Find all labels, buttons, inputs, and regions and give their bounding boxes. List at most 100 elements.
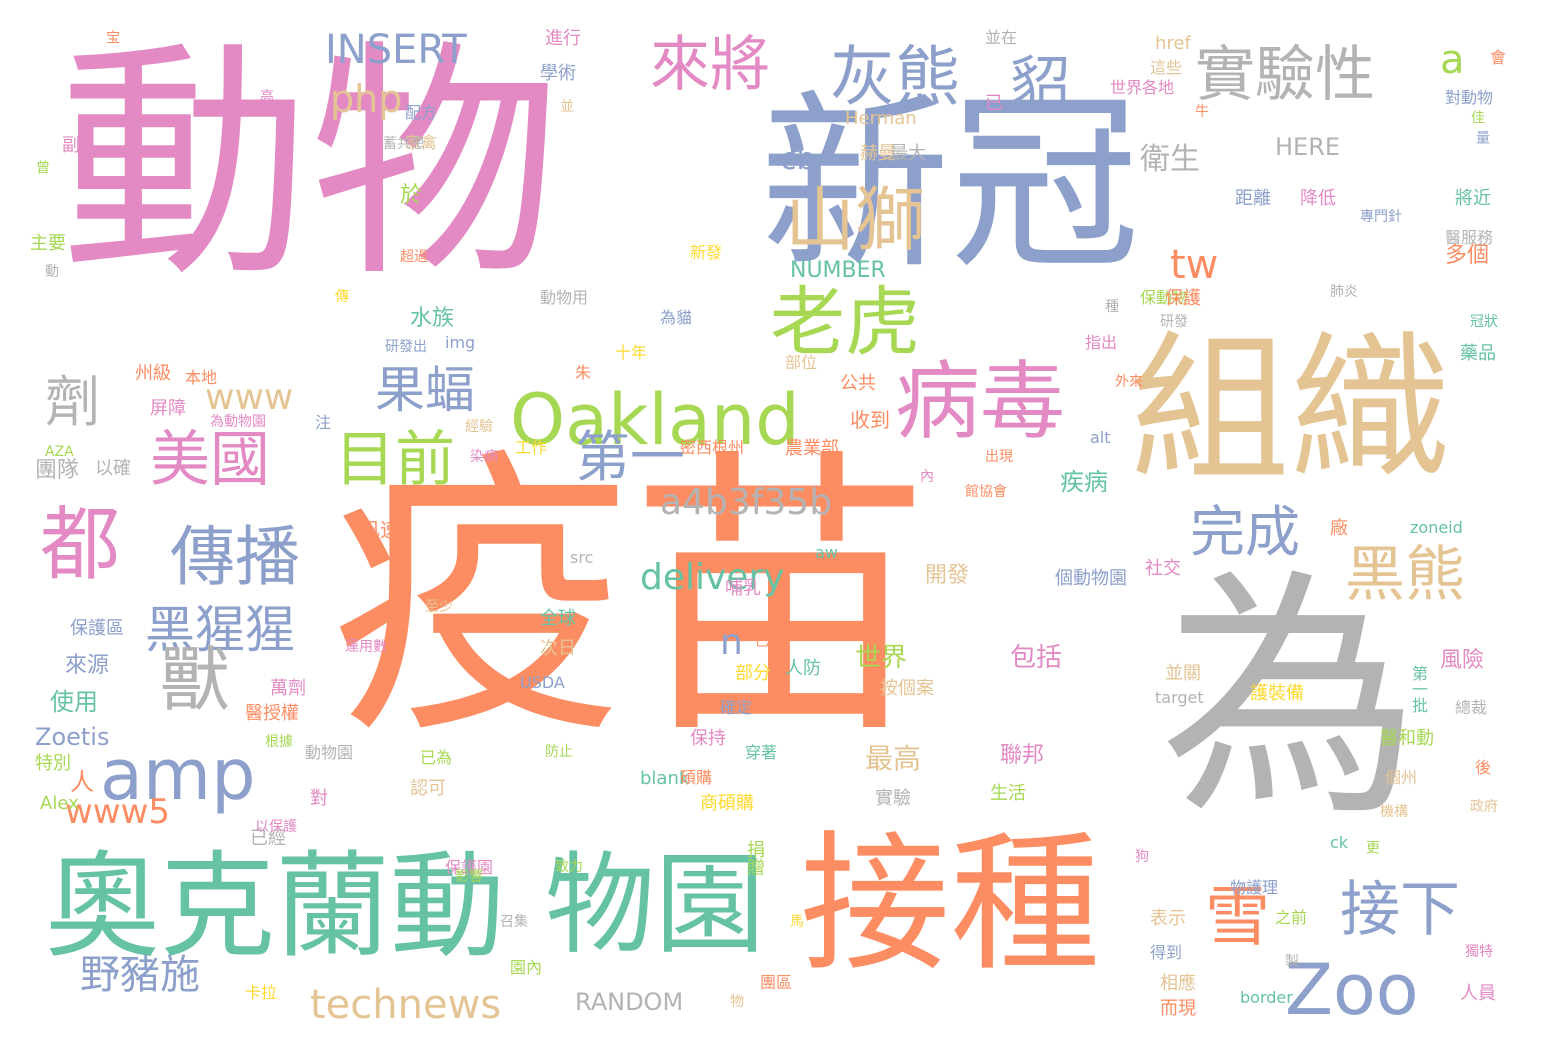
- word-85: 曾: [34, 160, 50, 174]
- word-161: 個州: [1385, 768, 1418, 787]
- word-72: Alex: [40, 793, 79, 814]
- word-14: 貂: [1010, 50, 1070, 120]
- word-108: 研發: [1160, 314, 1188, 330]
- word-132: 開發: [925, 563, 970, 588]
- word-174: 實驗: [875, 788, 911, 809]
- word-45: 來源: [65, 653, 110, 678]
- word-96: 世界各地: [1110, 78, 1175, 97]
- word-199: 蓄共患: [383, 136, 425, 152]
- word-78: 以確: [95, 458, 131, 479]
- word-21: 獸: [160, 639, 230, 721]
- word-38: php: [330, 77, 403, 121]
- word-55: NUMBER: [790, 258, 886, 283]
- word-121: 為動物園: [210, 414, 266, 430]
- word-28: 接下: [1340, 875, 1460, 945]
- word-57: Herman: [845, 108, 917, 129]
- word-133: 社交: [1145, 558, 1181, 579]
- word-59: 最大: [890, 143, 926, 164]
- word-168: 護裝備: [1250, 683, 1304, 704]
- word-197: 更: [1364, 840, 1380, 854]
- word-106: 醫服務: [1445, 228, 1494, 247]
- word-60: href: [1155, 33, 1191, 54]
- word-22: 果蝠: [375, 361, 475, 419]
- word-87: 宝: [104, 30, 120, 44]
- word-0: 動物: [60, 19, 560, 310]
- word-53: 生活: [990, 783, 1026, 804]
- word-135: 個動物園: [1055, 568, 1127, 589]
- word-2: 疫苗: [330, 425, 930, 774]
- word-140: 次日: [540, 638, 576, 659]
- word-130: 種: [1105, 299, 1119, 315]
- word-134: 迅速: [360, 518, 400, 542]
- word-179: 認可: [410, 778, 446, 799]
- word-146: 保護區: [70, 618, 124, 639]
- word-115: 密西根州: [680, 438, 745, 457]
- word-124: 十年: [615, 343, 648, 362]
- word-102: 降低: [1300, 188, 1336, 209]
- word-113: 公共: [840, 373, 876, 394]
- word-49: 世界: [855, 643, 908, 673]
- word-7: 物園: [545, 841, 765, 969]
- word-111: 外來: [1115, 374, 1143, 390]
- word-169: 穿著: [745, 743, 778, 762]
- word-139: 全球: [540, 608, 576, 629]
- word-71: AZA: [45, 444, 74, 460]
- word-8: 病毒: [895, 353, 1066, 452]
- word-157: 人員: [1460, 983, 1496, 1004]
- word-50: 包括: [1010, 643, 1063, 673]
- word-90: 進行: [545, 28, 581, 49]
- word-105: 專門針: [1360, 209, 1402, 225]
- word-137: 哺乳: [725, 578, 761, 599]
- word-29: 完成: [1190, 500, 1301, 564]
- word-142: 醫授權: [245, 703, 299, 724]
- word-41: cb: [780, 142, 816, 177]
- word-138: 至少: [425, 599, 453, 615]
- word-26: 雪: [1205, 880, 1271, 955]
- word-77: 已經: [250, 828, 286, 849]
- word-31: a4b3f35b: [660, 482, 833, 523]
- word-81: 州級: [135, 363, 171, 384]
- word-40: a: [1440, 37, 1465, 83]
- word-1: 新冠: [760, 74, 1141, 295]
- word-20: 黑猩猩: [145, 601, 295, 659]
- word-184: 卡拉: [245, 983, 278, 1002]
- word-116: 農業部: [785, 438, 839, 459]
- word-195: 以保護: [255, 819, 297, 835]
- word-67: border: [1240, 988, 1293, 1007]
- word-80: 屏障: [150, 398, 186, 419]
- word-65: blank: [640, 768, 690, 789]
- word-16: 來將: [650, 30, 770, 100]
- word-178: 防止: [545, 744, 573, 760]
- word-181: 動物園: [305, 743, 354, 762]
- word-98: 會: [1490, 48, 1507, 67]
- word-192: 出現: [985, 449, 1013, 465]
- word-94: 已: [985, 93, 1003, 114]
- word-136: 人防: [785, 658, 821, 679]
- word-30: technews: [310, 982, 502, 1028]
- word-52: 聯邦: [1000, 743, 1045, 768]
- word-43: 於: [400, 183, 423, 208]
- word-119: 經驗: [465, 419, 493, 435]
- word-83: 動: [45, 264, 59, 280]
- word-159: 獨特: [1465, 944, 1493, 960]
- word-186: 馬: [790, 914, 804, 930]
- word-5: 接種: [800, 818, 1101, 992]
- word-187: 傳: [335, 289, 349, 305]
- word-176: 保持: [690, 728, 726, 749]
- word-42: 衛生: [1140, 142, 1200, 177]
- word-188: 狗: [1135, 849, 1149, 865]
- word-70: aw: [815, 543, 838, 562]
- word-25: 都: [40, 498, 120, 591]
- word-44: 水族: [410, 306, 455, 331]
- word-177: 部分: [735, 663, 771, 684]
- word-129: 指出: [1085, 333, 1118, 352]
- word-24: 黑熊: [1345, 540, 1465, 610]
- word-100: 佳: [1469, 110, 1485, 124]
- word-122: 本地: [185, 368, 218, 387]
- word-156: 而現: [1160, 998, 1196, 1019]
- word-194: 廠: [1330, 518, 1348, 539]
- word-154: 得到: [1150, 943, 1183, 962]
- word-18: 目前: [335, 425, 455, 495]
- word-171: 碩購: [680, 768, 713, 787]
- word-17: 美國: [150, 425, 270, 495]
